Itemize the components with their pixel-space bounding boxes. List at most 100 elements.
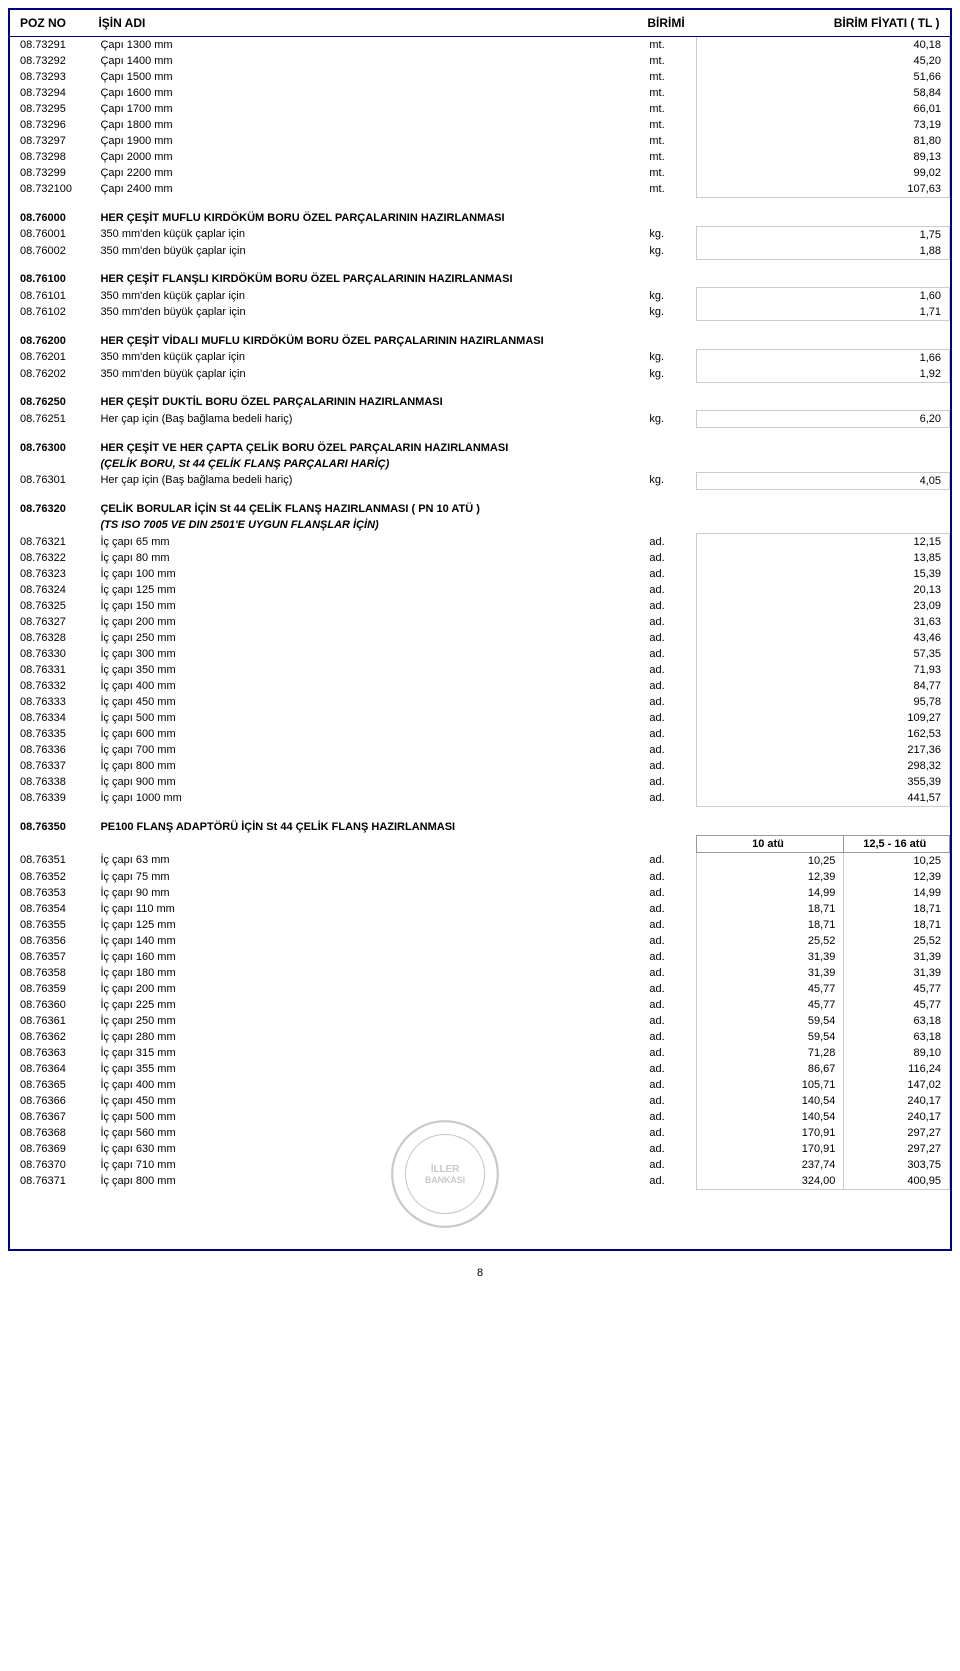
section-subtitle-row: (TS ISO 7005 VE DIN 2501'E UYGUN FLANŞLA… (10, 517, 950, 534)
cell-unit: ad. (643, 726, 696, 742)
cell-desc: İç çapı 900 mm (94, 774, 643, 790)
cell-price-2: 45,77 (844, 981, 950, 997)
cell-desc: Çapı 1300 mm (94, 37, 643, 54)
cell-poz: 08.76327 (10, 614, 94, 630)
cell-unit: mt. (643, 53, 696, 69)
cell-price-2: 18,71 (844, 901, 950, 917)
cell-desc: İç çapı 700 mm (94, 742, 643, 758)
svg-text:BANKASI: BANKASI (425, 1175, 465, 1185)
table-row: 08.73297Çapı 1900 mmmt.81,80 (10, 133, 950, 149)
table-row: 08.76354İç çapı 110 mmad.18,7118,71 (10, 901, 950, 917)
cell-unit: ad. (643, 614, 696, 630)
table-row: 08.73298Çapı 2000 mmmt.89,13 (10, 149, 950, 165)
cell-unit: ad. (643, 1157, 696, 1173)
cell-poz: 08.73296 (10, 117, 94, 133)
cell-unit: kg. (643, 472, 696, 489)
cell-desc: İç çapı 125 mm (94, 582, 643, 598)
official-stamp-icon: İLLER BANKASI (390, 1119, 500, 1229)
table-row: 08.76336İç çapı 700 mmad.217,36 (10, 742, 950, 758)
cell-unit: ad. (643, 981, 696, 997)
table-row: 08.76335İç çapı 600 mmad.162,53 (10, 726, 950, 742)
cell-poz: 08.76370 (10, 1157, 94, 1173)
cell-unit: ad. (643, 933, 696, 949)
cell-unit: ad. (643, 1045, 696, 1061)
cell-poz: 08.76336 (10, 742, 94, 758)
cell-unit: kg. (643, 226, 696, 243)
cell-price: 15,39 (696, 566, 949, 582)
cell-poz: 08.76364 (10, 1061, 94, 1077)
cell-poz: 08.76339 (10, 790, 94, 807)
cell-unit: kg. (643, 349, 696, 366)
cell-poz: 08.76367 (10, 1109, 94, 1125)
cell-price-1: 324,00 (696, 1173, 844, 1190)
cell-price-2: 303,75 (844, 1157, 950, 1173)
cell-price-2: 25,52 (844, 933, 950, 949)
cell-desc: İç çapı 355 mm (94, 1061, 643, 1077)
table-row: 08.76361İç çapı 250 mmad.59,5463,18 (10, 1013, 950, 1029)
cell-desc: Çapı 1700 mm (94, 101, 643, 117)
cell-price: 40,18 (696, 37, 949, 54)
section-poz: 08.76300 (10, 434, 94, 456)
cell-price-1: 59,54 (696, 1013, 844, 1029)
cell-desc: İç çapı 225 mm (94, 997, 643, 1013)
page-border: POZ NO İŞİN ADI BİRİMİ BİRİM FİYATI ( TL… (8, 8, 952, 1251)
cell-desc: İç çapı 280 mm (94, 1029, 643, 1045)
section-title: 08.76350 PE100 FLANŞ ADAPTÖRÜ İÇİN St 44… (10, 813, 950, 836)
cell-desc: Çapı 2200 mm (94, 165, 643, 181)
cell-price: 13,85 (696, 550, 949, 566)
table-row: 08.76353İç çapı 90 mmad.14,9914,99 (10, 885, 950, 901)
section-subtitle: (TS ISO 7005 VE DIN 2501'E UYGUN FLANŞLA… (94, 517, 949, 534)
section-title: 08.76300 HER ÇEŞİT VE HER ÇAPTA ÇELİK BO… (10, 434, 950, 456)
cell-unit: ad. (643, 1173, 696, 1190)
header-unit: BİRİMİ (643, 10, 696, 37)
cell-desc: Çapı 1900 mm (94, 133, 643, 149)
cell-poz: 08.76332 (10, 678, 94, 694)
table-row: 08.76360İç çapı 225 mmad.45,7745,77 (10, 997, 950, 1013)
cell-unit: mt. (643, 181, 696, 198)
cell-poz: 08.76301 (10, 472, 94, 489)
cell-price: 107,63 (696, 181, 949, 198)
table-row: 08.73294Çapı 1600 mmmt.58,84 (10, 85, 950, 101)
cell-price-2: 10,25 (844, 852, 950, 869)
table-row: 08.76002350 mm'den büyük çaplar içinkg.1… (10, 243, 950, 260)
cell-poz: 08.73298 (10, 149, 94, 165)
cell-desc: Çapı 1800 mm (94, 117, 643, 133)
cell-unit: ad. (643, 790, 696, 807)
cell-price-1: 170,91 (696, 1141, 844, 1157)
cell-price: 71,93 (696, 662, 949, 678)
cell-desc: İç çapı 600 mm (94, 726, 643, 742)
cell-unit: ad. (643, 758, 696, 774)
table-row: 08.76321İç çapı 65 mmad.12,15 (10, 534, 950, 551)
section-title: 08.76320 ÇELİK BORULAR İÇİN St 44 ÇELİK … (10, 495, 950, 517)
cell-unit: ad. (643, 678, 696, 694)
page-number: 8 (0, 1259, 960, 1287)
cell-desc: İç çapı 300 mm (94, 646, 643, 662)
cell-price-1: 86,67 (696, 1061, 844, 1077)
section-desc: HER ÇEŞİT VİDALI MUFLU KIRDÖKÜM BORU ÖZE… (94, 327, 949, 350)
cell-poz: 08.76333 (10, 694, 94, 710)
cell-price-1: 237,74 (696, 1157, 844, 1173)
cell-poz: 08.73297 (10, 133, 94, 149)
cell-price-2: 31,39 (844, 965, 950, 981)
table-row: 08.76331İç çapı 350 mmad.71,93 (10, 662, 950, 678)
cell-desc: Çapı 1400 mm (94, 53, 643, 69)
cell-desc: İç çapı 350 mm (94, 662, 643, 678)
cell-desc: 350 mm'den küçük çaplar için (94, 349, 643, 366)
cell-desc: 350 mm'den büyük çaplar için (94, 304, 643, 321)
cell-unit: ad. (643, 949, 696, 965)
table-row: 08.73299Çapı 2200 mmmt.99,02 (10, 165, 950, 181)
table-row: 08.73296Çapı 1800 mmmt.73,19 (10, 117, 950, 133)
table-row: 08.76356İç çapı 140 mmad.25,5225,52 (10, 933, 950, 949)
cell-poz: 08.76354 (10, 901, 94, 917)
cell-poz: 08.76356 (10, 933, 94, 949)
cell-poz: 08.76359 (10, 981, 94, 997)
cell-poz: 08.76353 (10, 885, 94, 901)
cell-price: 12,15 (696, 534, 949, 551)
section-desc: PE100 FLANŞ ADAPTÖRÜ İÇİN St 44 ÇELİK FL… (94, 813, 949, 836)
cell-price: 45,20 (696, 53, 949, 69)
cell-poz: 08.73291 (10, 37, 94, 54)
table-row: 08.76351İç çapı 63 mmad.10,2510,25 (10, 852, 950, 869)
cell-price: 66,01 (696, 101, 949, 117)
cell-desc: İç çapı 180 mm (94, 965, 643, 981)
section-desc: HER ÇEŞİT FLANŞLI KIRDÖKÜM BORU ÖZEL PAR… (94, 265, 949, 288)
